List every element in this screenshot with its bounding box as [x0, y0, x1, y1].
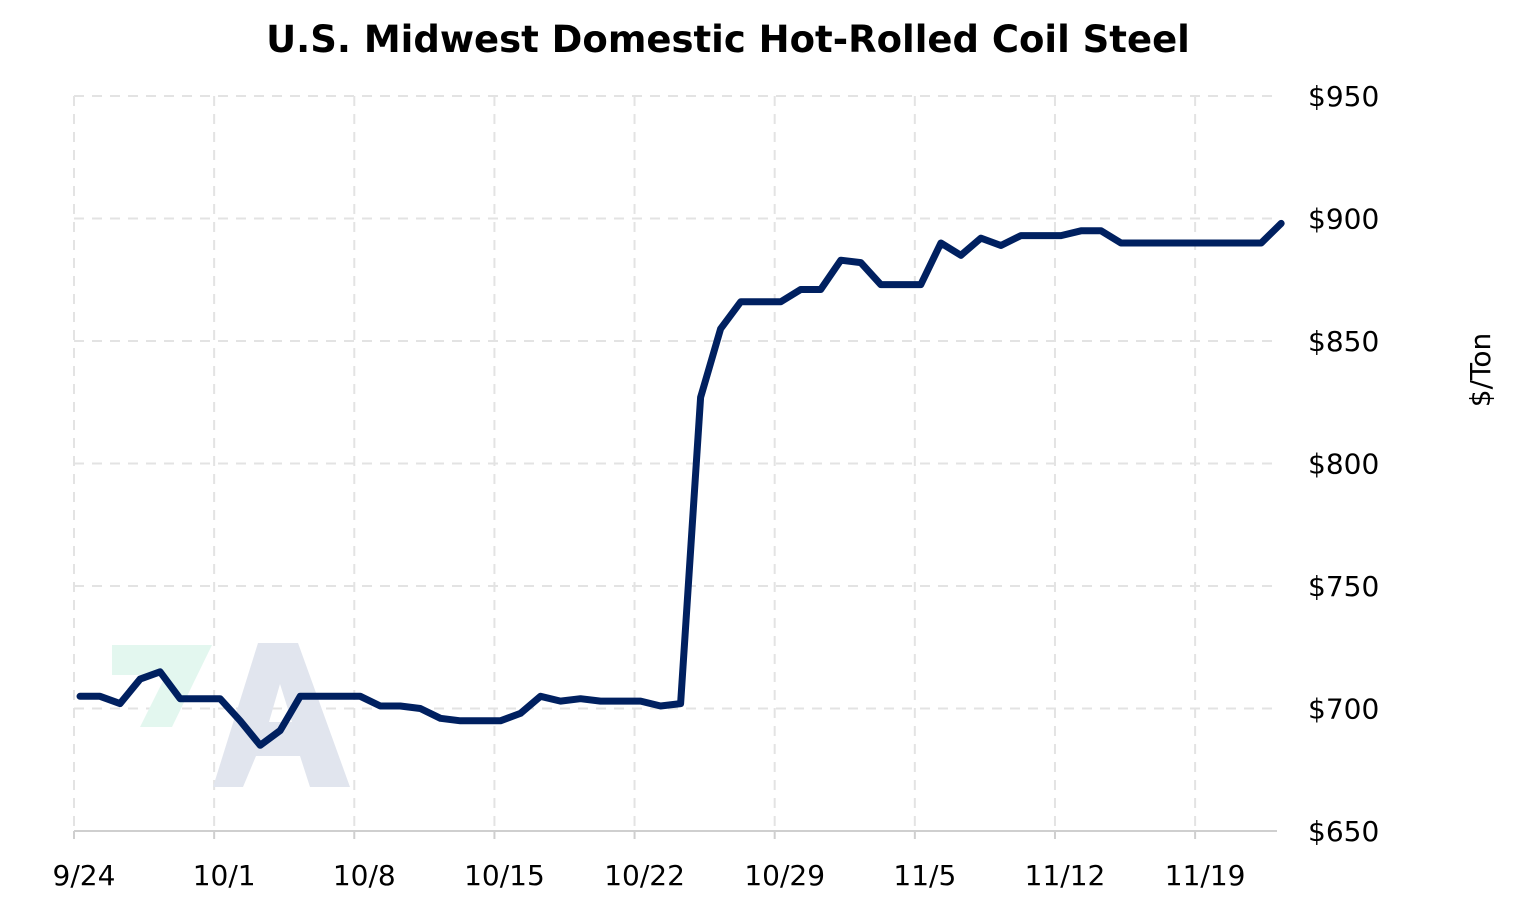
x-tick-label: 9/24	[53, 859, 116, 892]
y-tick-label: $800	[1308, 448, 1379, 481]
chart-title: U.S. Midwest Domestic Hot-Rolled Coil St…	[266, 18, 1190, 61]
y-axis-ticks: $650 $700 $750 $800 $850 $900 $950	[1308, 80, 1379, 848]
x-tick-label: 10/1	[193, 859, 256, 892]
x-tick-label: 10/22	[604, 859, 685, 892]
y-tick-label: $750	[1308, 570, 1379, 603]
y-tick-label: $900	[1308, 203, 1379, 236]
x-tick-label: 11/5	[893, 859, 956, 892]
y-tick-label: $700	[1308, 693, 1379, 726]
watermark-logo-a	[213, 643, 350, 787]
y-tick-label: $850	[1308, 325, 1379, 358]
x-tick-label: 10/8	[333, 859, 396, 892]
series-line	[76, 219, 1285, 749]
y-tick-label: $650	[1308, 815, 1379, 848]
x-tick-label: 10/15	[464, 859, 545, 892]
y-tick-label: $950	[1308, 80, 1379, 113]
x-tick-label: 11/12	[1025, 859, 1106, 892]
x-tick-label: 11/19	[1165, 859, 1246, 892]
x-tick-label: 10/29	[744, 859, 825, 892]
watermark-logo-seven	[112, 645, 212, 727]
y-axis-label: $/Ton	[1464, 333, 1497, 407]
x-axis-ticks: 9/24 10/1 10/8 10/15 10/22 10/29 11/5 11/12 11/1…	[53, 831, 1246, 892]
grid	[73, 95, 1277, 827]
watermark-logo	[112, 643, 350, 787]
